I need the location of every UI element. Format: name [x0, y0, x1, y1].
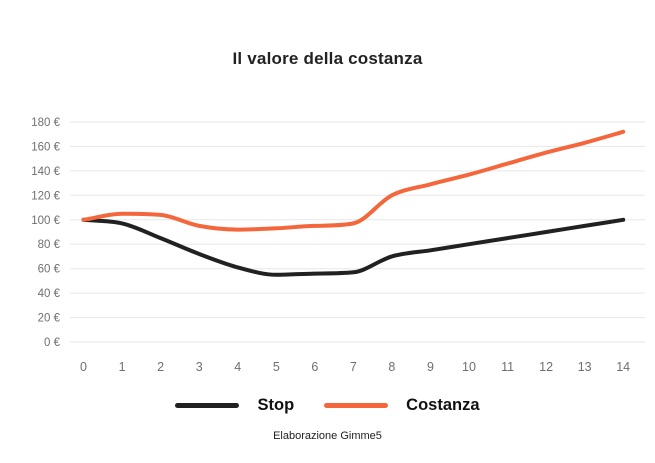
x-tick-label: 0: [80, 360, 87, 374]
x-tick-label: 4: [234, 360, 241, 374]
x-tick-label: 3: [196, 360, 203, 374]
legend-item-stop: Stop: [175, 396, 294, 415]
y-tick-label: 60 €: [38, 264, 61, 276]
legend-item-costanza: Costanza: [324, 395, 480, 415]
x-tick-label: 6: [311, 360, 318, 374]
x-tick-label: 12: [539, 360, 553, 374]
stop-legend-line-icon: [175, 402, 240, 408]
legend: Stop Costanza: [0, 394, 655, 416]
legend-label-costanza: Costanza: [406, 395, 480, 414]
costanza-legend-line-icon: [324, 402, 389, 408]
y-tick-label: 40 €: [38, 288, 61, 300]
x-axis-labels: 0 1 2 3 4 5 6 7 8 9 10 11 12 13 14: [80, 360, 630, 374]
legend-label-stop: Stop: [257, 395, 295, 414]
x-tick-label: 9: [427, 360, 434, 374]
x-tick-label: 2: [157, 360, 164, 374]
y-tick-label: 0 €: [44, 337, 61, 349]
stop-line: [81, 217, 626, 277]
y-tick-label: 100 €: [31, 215, 60, 227]
y-tick-label: 20 €: [38, 313, 61, 325]
y-tick-label: 120 €: [31, 190, 60, 202]
x-tick-label: 11: [501, 360, 514, 374]
x-tick-label: 5: [273, 360, 280, 374]
gridlines: [70, 121, 645, 343]
caption: Elaborazione Gimme5: [273, 430, 382, 442]
costanza-line: [81, 129, 626, 232]
x-tick-label: 14: [616, 360, 630, 374]
y-tick-label: 80 €: [38, 239, 61, 251]
y-tick-label: 160 €: [31, 141, 60, 153]
y-tick-label: 180 €: [31, 117, 60, 129]
x-tick-label: 8: [388, 360, 395, 374]
x-tick-label: 10: [462, 360, 476, 374]
chart-title: Il valore della costanza: [232, 49, 423, 68]
x-tick-label: 1: [119, 360, 126, 374]
y-axis-labels: 0 € 20 € 40 € 60 € 80 € 100 € 120 € 140 € 160 € 1…: [31, 117, 60, 349]
y-tick-label: 140 €: [31, 166, 60, 178]
x-tick-label: 13: [578, 360, 592, 374]
x-tick-label: 7: [350, 360, 357, 374]
